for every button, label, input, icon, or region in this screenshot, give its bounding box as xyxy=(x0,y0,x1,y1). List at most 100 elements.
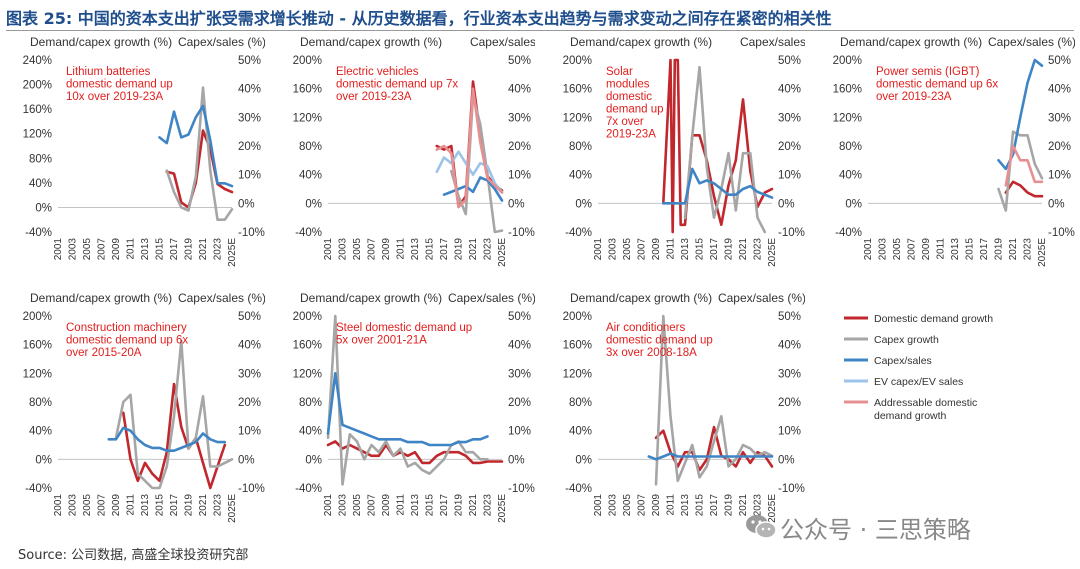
x-tick-label: 2017 xyxy=(439,238,450,261)
source-note: Source: 公司数据, 高盛全球投资研究部 xyxy=(18,548,249,563)
chart-construction-machinery: Demand/capex growth (%) Capex/sales (%) -4… xyxy=(23,291,265,523)
right-tick-label: 0% xyxy=(778,198,795,210)
x-tick-label: 2021 xyxy=(198,494,209,517)
left-tick-label: 0% xyxy=(35,202,52,214)
right-axis-label: Capex/sales (%) xyxy=(718,291,805,305)
right-tick-label: 30% xyxy=(778,368,801,380)
left-tick-label: 40% xyxy=(299,426,322,438)
left-tick-label: 120% xyxy=(23,368,52,380)
left-tick-label: 200% xyxy=(563,311,592,323)
x-tick-label: 2009 xyxy=(381,238,392,261)
left-tick-label: -40% xyxy=(295,483,322,495)
right-tick-label: 30% xyxy=(238,368,261,380)
right-tick-label: 20% xyxy=(778,397,801,409)
right-axis-label: Capex/sales (%) xyxy=(178,35,265,49)
x-tick-label: 2003 xyxy=(878,238,889,261)
left-tick-label: -40% xyxy=(565,227,592,239)
x-tick-label: 2025E xyxy=(497,494,508,523)
x-tick-label: 2013 xyxy=(680,494,691,517)
x-tick-label: 2023 xyxy=(753,238,764,261)
legend-label: Addressable domestic demand growth xyxy=(874,397,977,422)
x-tick-label: 2011 xyxy=(666,494,677,516)
figure-title: 图表 25: 中国的资本支出扩张受需求增长推动 - 从历史数据看，行业资本支出趋… xyxy=(6,9,832,28)
right-tick-label: 20% xyxy=(238,397,261,409)
chart-power-semis: Demand/capex growth (%) Capex/sales (%) -4… xyxy=(833,35,1075,267)
x-tick-label: 2007 xyxy=(637,238,648,261)
x-tick-label: 2003 xyxy=(608,494,619,517)
x-tick-label: 2007 xyxy=(97,494,108,517)
right-tick-label: -10% xyxy=(508,483,535,495)
left-tick-label: 120% xyxy=(293,112,322,124)
x-tick-label: 2011 xyxy=(666,238,677,260)
x-tick-label: 2017 xyxy=(439,494,450,517)
left-tick-label: 40% xyxy=(569,170,592,182)
x-tick-label: 2007 xyxy=(97,238,108,261)
series-capex-sales xyxy=(326,372,489,447)
x-tick-label: 2013 xyxy=(140,494,151,517)
x-tick-label: 2003 xyxy=(68,238,79,261)
chart-annotation: Steel domestic demand up 5x over 2001-21A xyxy=(336,322,472,347)
left-tick-label: 200% xyxy=(293,311,322,323)
x-tick-label: 2015 xyxy=(155,494,166,517)
left-axis-label: Demand/capex growth (%) xyxy=(300,35,442,49)
x-tick-label: 2015 xyxy=(695,238,706,261)
left-tick-label: 80% xyxy=(569,397,592,409)
x-tick-label: 2011 xyxy=(396,494,407,516)
x-tick-label: 2011 xyxy=(936,238,947,260)
legend-label: Capex/sales xyxy=(874,355,932,367)
chart-electric-vehicles: Demand/capex growth (%) Capex/sales -40% 0%… xyxy=(293,35,535,267)
x-tick-label: 2019 xyxy=(724,238,735,261)
x-tick-label: 2011 xyxy=(126,238,137,260)
left-tick-label: -40% xyxy=(25,483,52,495)
right-tick-label: 20% xyxy=(508,397,531,409)
series-capex-sales xyxy=(158,104,234,188)
x-tick-label: 2003 xyxy=(68,494,79,517)
x-tick-label: 2025E xyxy=(227,494,238,523)
x-tick-label: 2015 xyxy=(155,238,166,261)
x-tick-label: 2007 xyxy=(637,494,648,517)
right-tick-label: -10% xyxy=(238,227,265,239)
left-axis-label: Demand/capex growth (%) xyxy=(570,291,712,305)
left-tick-label: 160% xyxy=(23,104,52,116)
left-axis-label: Demand/capex growth (%) xyxy=(840,35,982,49)
x-tick-label: 2003 xyxy=(338,238,349,261)
x-tick-label: 2011 xyxy=(126,494,137,516)
right-tick-label: -10% xyxy=(778,227,805,239)
x-tick-label: 2015 xyxy=(965,238,976,261)
left-tick-label: 240% xyxy=(23,55,52,67)
left-tick-label: 200% xyxy=(23,311,52,323)
left-tick-label: -40% xyxy=(835,227,862,239)
right-tick-label: 10% xyxy=(238,170,261,182)
x-tick-label: 2021 xyxy=(738,238,749,261)
x-tick-label: 2011 xyxy=(396,238,407,260)
left-tick-label: 160% xyxy=(563,340,592,352)
x-tick-label: 2021 xyxy=(468,238,479,261)
x-tick-label: 2009 xyxy=(111,238,122,261)
series-domestic-demand-growth xyxy=(1004,180,1044,198)
x-tick-label: 2001 xyxy=(53,238,64,261)
x-tick-label: 2009 xyxy=(651,238,662,261)
right-tick-label: 50% xyxy=(238,55,261,67)
left-tick-label: 160% xyxy=(293,84,322,96)
x-tick-label: 2009 xyxy=(381,494,392,517)
series-capex-growth xyxy=(114,339,234,490)
series-domestic-demand-growth xyxy=(165,129,234,209)
right-axis-label: Capex/sales (%) xyxy=(178,291,265,305)
series-ev-capex-ev-sales xyxy=(435,150,504,194)
x-tick-label: 2023 xyxy=(213,494,224,517)
left-tick-label: 200% xyxy=(833,55,862,67)
series-capex-sales xyxy=(662,167,774,205)
left-tick-label: 40% xyxy=(29,178,52,190)
x-tick-label: 2009 xyxy=(111,494,122,517)
x-tick-label: 2005 xyxy=(892,238,903,261)
x-tick-label: 2025E xyxy=(767,238,778,267)
right-tick-label: 50% xyxy=(238,311,261,323)
x-tick-label: 2009 xyxy=(921,238,932,261)
x-tick-label: 2025E xyxy=(497,238,508,267)
right-tick-label: 10% xyxy=(1048,170,1071,182)
left-axis-label: Demand/capex growth (%) xyxy=(30,291,172,305)
x-tick-label: 2005 xyxy=(352,238,363,261)
series-capex-growth xyxy=(997,130,1044,212)
right-tick-label: 10% xyxy=(238,426,261,438)
watermark: 公众号 · 三思策略 xyxy=(780,516,971,544)
